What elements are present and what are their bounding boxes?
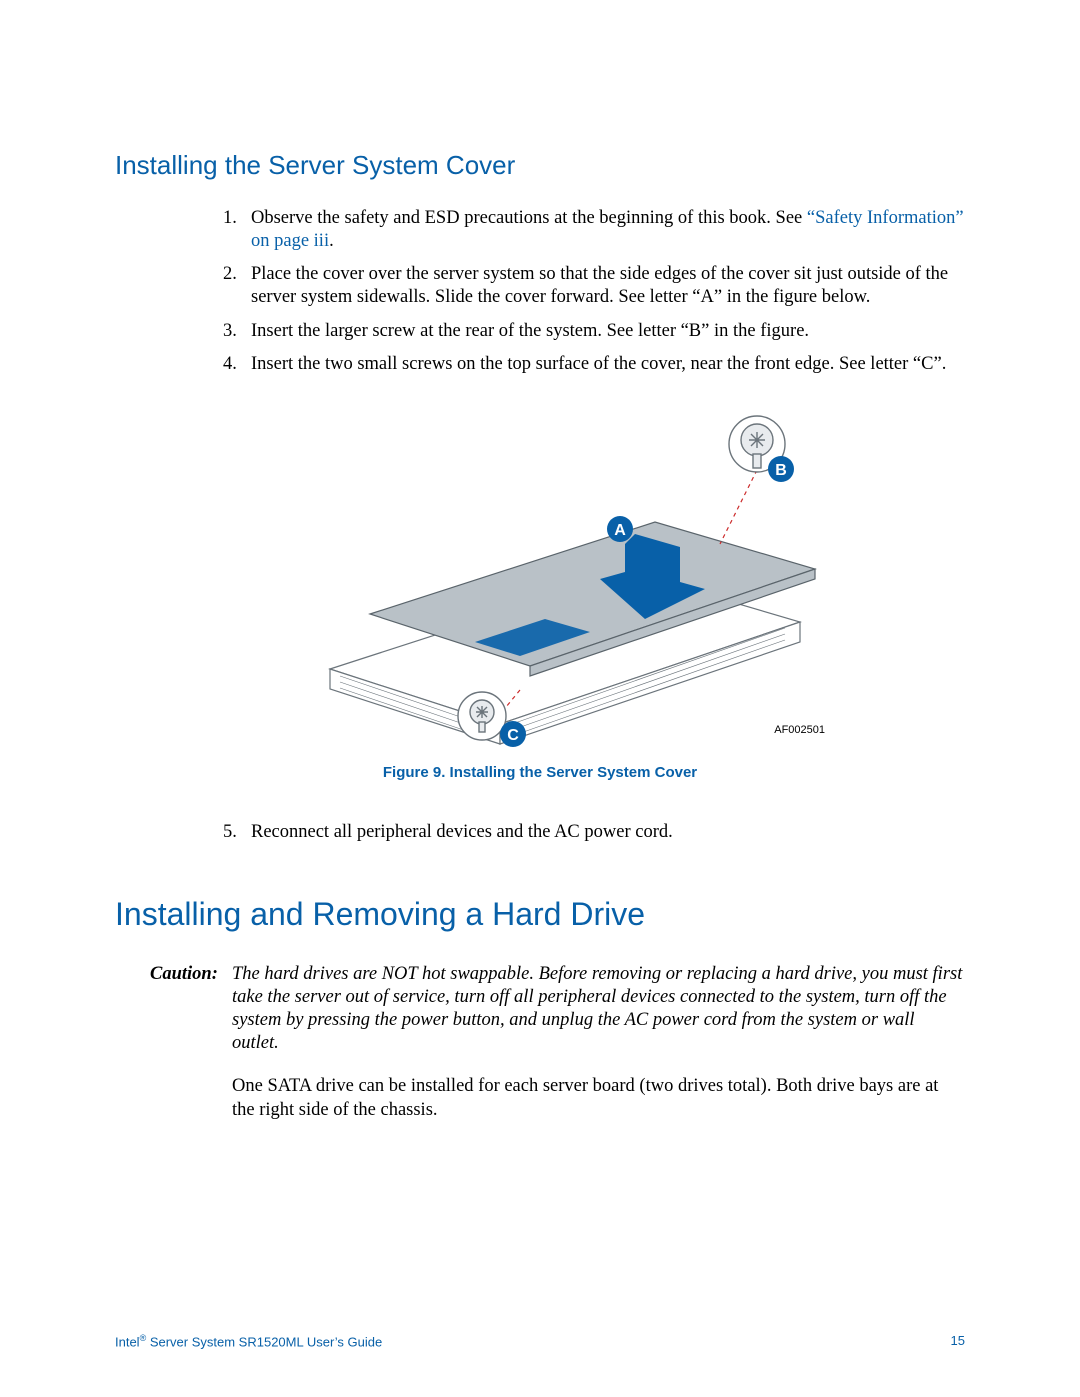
step-text-pre: Observe the safety and ESD precautions a… [251, 208, 807, 228]
page-footer: Intel® Server System SR1520ML User’s Gui… [115, 1333, 965, 1349]
figure-caption: Figure 9. Installing the Server System C… [115, 764, 965, 781]
step-number: 2. [223, 263, 251, 309]
step-text: Reconnect all peripheral devices and the… [251, 821, 965, 844]
caution-text: The hard drives are NOT hot swappable. B… [232, 963, 965, 1056]
step-4: 4. Insert the two small screws on the to… [223, 353, 965, 376]
step-text-post: . [329, 231, 334, 251]
step-1: 1. Observe the safety and ESD precaution… [223, 207, 965, 253]
caution-label: Caution: [150, 963, 232, 1056]
steps-block-continued: 5. Reconnect all peripheral devices and … [223, 821, 965, 844]
caution-block: Caution: The hard drives are NOT hot swa… [150, 963, 965, 1056]
step-3: 3. Insert the larger screw at the rear o… [223, 320, 965, 343]
step-5: 5. Reconnect all peripheral devices and … [223, 821, 965, 844]
page-number: 15 [951, 1333, 965, 1349]
figure-image-id: AF002501 [774, 724, 825, 736]
footer-guide-title: Intel® Server System SR1520ML User’s Gui… [115, 1333, 382, 1349]
step-number: 5. [223, 821, 251, 844]
figure-svg: A B C [260, 394, 820, 754]
step-number: 3. [223, 320, 251, 343]
step-number: 1. [223, 207, 251, 253]
step-text: Place the cover over the server system s… [251, 263, 965, 309]
steps-block: 1. Observe the safety and ESD precaution… [223, 207, 965, 376]
figure-label-a: A [614, 522, 626, 539]
figure-label-c: C [507, 727, 519, 744]
figure-label-b: B [775, 462, 787, 479]
section-heading-hard-drive: Installing and Removing a Hard Drive [115, 896, 965, 933]
step-text: Insert the two small screws on the top s… [251, 353, 965, 376]
figure-install-cover: A B C AF002501 [115, 394, 965, 754]
footer-left-pre: Intel [115, 1334, 140, 1349]
step-2: 2. Place the cover over the server syste… [223, 263, 965, 309]
body-paragraph: One SATA drive can be installed for each… [232, 1075, 965, 1121]
step-text: Observe the safety and ESD precautions a… [251, 207, 965, 253]
footer-left-post: Server System SR1520ML User’s Guide [146, 1334, 382, 1349]
step-text: Insert the larger screw at the rear of t… [251, 320, 965, 343]
step-number: 4. [223, 353, 251, 376]
section-heading-install-cover: Installing the Server System Cover [115, 150, 965, 181]
